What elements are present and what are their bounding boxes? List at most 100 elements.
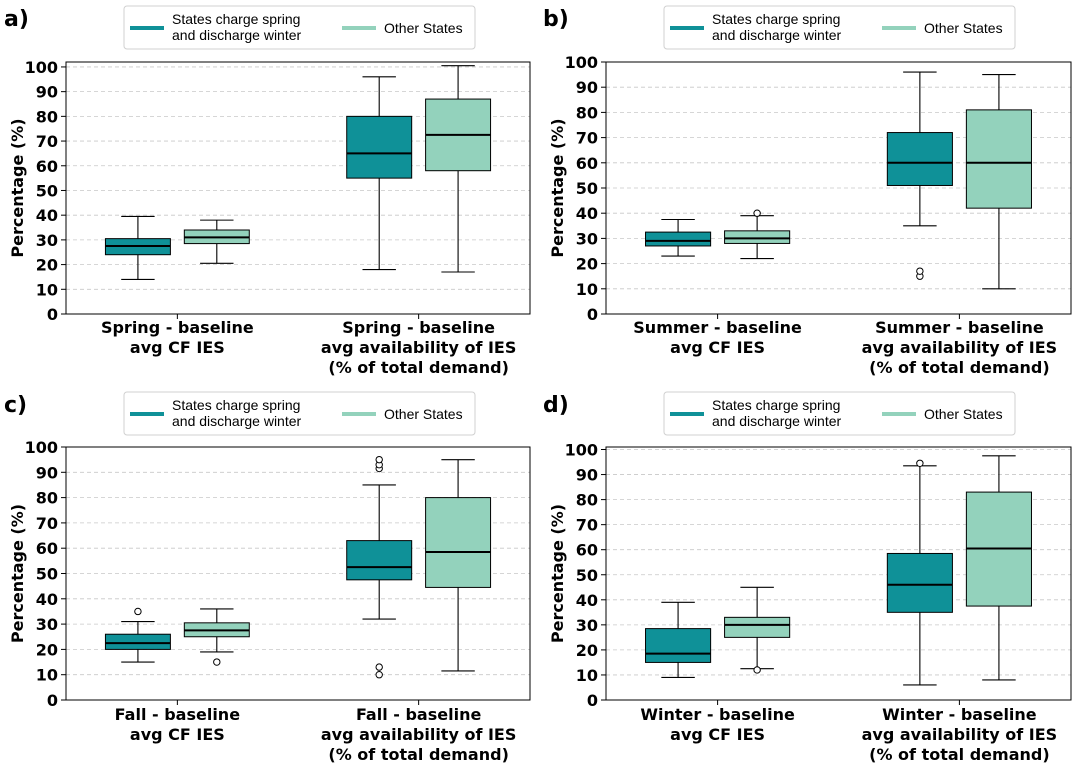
y-tick-label: 70 bbox=[36, 514, 58, 533]
box-other-states-0 bbox=[183, 219, 250, 264]
y-tick-label: 60 bbox=[576, 541, 598, 560]
category-label-line: (% of total demand) bbox=[328, 358, 509, 377]
category-label-line: avg CF IES bbox=[670, 338, 765, 357]
y-axis-title: Percentage (%) bbox=[8, 118, 27, 257]
legend-label-line: and discharge winter bbox=[172, 27, 302, 43]
plot-frame bbox=[605, 446, 1072, 701]
category-label-line: avg CF IES bbox=[130, 338, 225, 357]
outlier-point bbox=[375, 455, 383, 464]
box-body bbox=[346, 115, 413, 179]
legend-label-other-states: Other States bbox=[384, 406, 463, 422]
y-tick-label: 0 bbox=[47, 305, 58, 324]
y-tick-label: 0 bbox=[587, 691, 598, 710]
legend-label-line: States charge spring bbox=[172, 397, 300, 413]
outlier-point bbox=[375, 671, 383, 679]
outlier-point bbox=[916, 459, 924, 467]
y-tick-label: 30 bbox=[576, 616, 598, 635]
y-axis-title: Percentage (%) bbox=[548, 118, 567, 257]
category-label-line: Summer - baseline bbox=[633, 318, 802, 337]
plot-frame bbox=[65, 61, 531, 315]
category-label: Winter - baseline avg CF IES bbox=[640, 705, 795, 744]
category-label-line: Winter - baseline bbox=[882, 705, 1037, 724]
outlier-point bbox=[916, 267, 924, 275]
legend-label-line: and discharge winter bbox=[712, 27, 842, 43]
y-tick-label: 10 bbox=[576, 666, 598, 685]
legend: States charge spring and discharge winter… bbox=[663, 391, 1016, 436]
y-axis-title: Percentage (%) bbox=[8, 504, 27, 643]
category-label-line: Spring - baseline bbox=[342, 318, 495, 337]
y-tick-label: 40 bbox=[576, 591, 598, 610]
panel-label: a) bbox=[4, 7, 29, 32]
legend-label-line: and discharge winter bbox=[172, 413, 302, 429]
box-body bbox=[724, 230, 791, 244]
category-label-line: Fall - baseline bbox=[356, 705, 482, 724]
y-tick-label: 40 bbox=[36, 590, 58, 609]
y-tick-label: 30 bbox=[36, 615, 58, 634]
y-tick-label: 50 bbox=[36, 565, 58, 584]
y-tick-label: 70 bbox=[576, 516, 598, 535]
y-tick-label: 100 bbox=[565, 441, 598, 460]
y-tick-label: 30 bbox=[36, 231, 58, 250]
y-tick-label: 0 bbox=[587, 305, 598, 324]
legend-label-states-charge: States charge spring and discharge winter bbox=[712, 397, 842, 429]
y-tick-label: 20 bbox=[36, 256, 58, 275]
legend-label-line: States charge spring bbox=[172, 11, 300, 27]
outlier-point bbox=[753, 666, 761, 674]
y-tick-label: 20 bbox=[576, 641, 598, 660]
legend-label-states-charge: States charge spring and discharge winter bbox=[172, 397, 302, 429]
box-body bbox=[346, 540, 413, 581]
box-states-charge-1 bbox=[886, 459, 953, 686]
category-label: Summer - baseline avg CF IES bbox=[633, 318, 802, 357]
y-tick-label: 90 bbox=[36, 83, 58, 102]
box-states-charge-1 bbox=[886, 71, 953, 280]
box-body bbox=[886, 132, 953, 186]
y-tick-label: 20 bbox=[36, 640, 58, 659]
category-label-line: avg CF IES bbox=[130, 725, 225, 744]
legend-label-other-states: Other States bbox=[924, 406, 1003, 422]
box-other-states-1 bbox=[425, 459, 492, 672]
y-tick-label: 20 bbox=[576, 255, 598, 274]
y-tick-label: 60 bbox=[36, 539, 58, 558]
y-tick-label: 0 bbox=[47, 691, 58, 710]
category-label: Summer - baseline avg availability of IES… bbox=[862, 318, 1058, 377]
panel-label: b) bbox=[543, 7, 569, 32]
box-states-charge-1 bbox=[346, 455, 413, 679]
legend-frame bbox=[123, 5, 476, 50]
y-tick-label: 80 bbox=[36, 107, 58, 126]
outlier-point bbox=[213, 658, 221, 666]
category-label-line: Winter - baseline bbox=[640, 705, 795, 724]
box-body bbox=[425, 497, 492, 588]
y-tick-label: 60 bbox=[576, 154, 598, 173]
category-label: Spring - baseline avg CF IES bbox=[101, 318, 254, 357]
category-label-line: avg CF IES bbox=[670, 725, 765, 744]
y-tick-label: 50 bbox=[576, 179, 598, 198]
y-axis-title: Percentage (%) bbox=[548, 504, 567, 643]
category-label: Fall - baseline avg availability of IES (%… bbox=[321, 705, 517, 764]
legend-label-line: States charge spring bbox=[712, 397, 840, 413]
panel-label: d) bbox=[543, 393, 569, 418]
legend-label-other-states: Other States bbox=[384, 20, 463, 36]
y-tick-label: 100 bbox=[25, 58, 58, 77]
box-states-charge-1 bbox=[346, 76, 413, 271]
category-label-line: avg availability of IES bbox=[862, 338, 1058, 357]
y-tick-label: 80 bbox=[576, 103, 598, 122]
legend: States charge spring and discharge winter… bbox=[123, 5, 476, 50]
y-tick-label: 80 bbox=[576, 491, 598, 510]
category-label-line: (% of total demand) bbox=[869, 745, 1050, 764]
category-label-line: Spring - baseline bbox=[101, 318, 254, 337]
y-tick-label: 50 bbox=[576, 566, 598, 585]
box-body bbox=[965, 109, 1032, 209]
category-label-line: Fall - baseline bbox=[115, 705, 241, 724]
y-tick-label: 30 bbox=[576, 229, 598, 248]
box-body bbox=[886, 552, 953, 613]
box-other-states-0 bbox=[183, 608, 250, 666]
box-body bbox=[724, 616, 791, 638]
box-states-charge-0 bbox=[645, 218, 712, 257]
box-other-states-1 bbox=[965, 74, 1032, 290]
legend-label-states-charge: States charge spring and discharge winter bbox=[172, 11, 302, 43]
y-tick-label: 100 bbox=[565, 53, 598, 72]
